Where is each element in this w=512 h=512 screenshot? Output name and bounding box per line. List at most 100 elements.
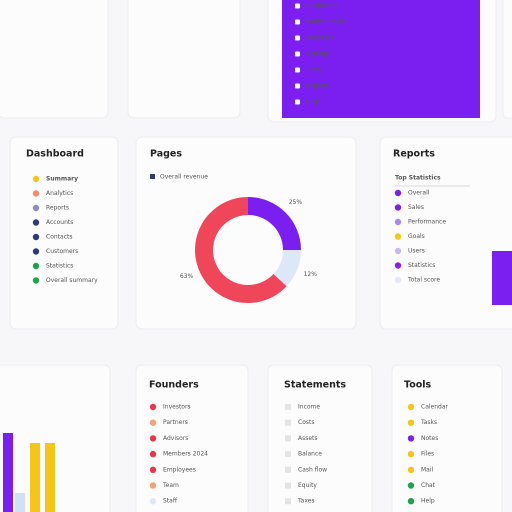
item-dot	[407, 435, 415, 442]
item-dot	[149, 419, 157, 426]
item-label: Overall summary	[46, 277, 98, 284]
side-bar	[492, 251, 512, 305]
item-label: Equity	[298, 482, 317, 489]
item-marker	[285, 404, 291, 410]
item-label: Mail	[421, 466, 434, 473]
item-dot	[32, 219, 40, 226]
item-dot	[149, 403, 157, 411]
card	[0, 364, 111, 512]
menu-icon	[295, 83, 300, 89]
item-dot	[32, 204, 40, 212]
bar	[3, 433, 13, 512]
donut-label: 12%	[304, 271, 318, 278]
item-label: Files	[421, 451, 434, 458]
item-dot	[407, 482, 415, 489]
card-title: Dashboard	[26, 149, 84, 160]
item-label: Help	[421, 498, 435, 505]
item-label: Employees	[163, 466, 196, 473]
item-dot	[32, 277, 40, 284]
donut-segment	[248, 197, 301, 250]
item-label: Chat	[421, 482, 436, 489]
item-label: Balance	[298, 451, 322, 458]
legend-marker	[150, 174, 155, 179]
item-dot	[32, 248, 40, 255]
item-label: Users	[408, 248, 425, 255]
item-label: Partners	[163, 419, 188, 426]
card	[391, 364, 503, 512]
item-dot	[394, 262, 402, 269]
item-label: Costs	[298, 419, 314, 426]
donut-segment	[273, 250, 301, 287]
item-dot	[394, 276, 402, 284]
menu-icon	[295, 67, 300, 73]
item-label: Taxes	[297, 498, 315, 505]
menu-panel	[282, 0, 480, 118]
menu-icon	[295, 19, 300, 25]
card	[127, 0, 241, 119]
item-label: Sales	[408, 204, 424, 211]
item-label: Staff	[163, 498, 178, 505]
item-dot	[32, 262, 40, 270]
menu-item: Help	[306, 99, 320, 106]
item-label: Analytics	[46, 190, 73, 197]
bar	[45, 443, 55, 512]
item-dot	[394, 218, 402, 226]
item-dot	[394, 204, 402, 211]
item-dot	[394, 233, 402, 240]
list-header: Top Statistics	[395, 175, 441, 182]
menu-icon	[295, 51, 300, 57]
card-title: Founders	[149, 380, 199, 391]
item-marker	[285, 419, 291, 426]
item-label: Statistics	[46, 263, 73, 270]
donut-label: 63%	[180, 273, 194, 280]
menu-item: Tools	[305, 67, 321, 74]
item-label: Customers	[46, 248, 78, 255]
item-label: Investors	[163, 404, 191, 411]
card	[135, 364, 249, 512]
item-label: Cash flow	[298, 466, 327, 473]
menu-item: Dashboard	[306, 3, 339, 10]
card	[267, 364, 373, 512]
card-title: Statements	[284, 380, 346, 391]
item-label: Goals	[408, 233, 425, 240]
card-title: Reports	[393, 149, 435, 160]
menu-icon	[295, 35, 300, 41]
item-marker	[285, 466, 291, 473]
card	[135, 136, 357, 330]
donut-segment	[195, 197, 287, 303]
menu-item: Profile details	[306, 19, 347, 26]
card	[502, 0, 512, 119]
bar	[30, 443, 40, 512]
legend-label: Overall revenue	[160, 174, 208, 181]
card-title: Pages	[150, 149, 182, 160]
item-label: Statistics	[408, 262, 435, 269]
card	[379, 136, 512, 330]
item-marker	[285, 498, 291, 505]
item-label: Assets	[298, 435, 318, 442]
item-dot	[407, 419, 415, 426]
item-marker	[285, 435, 291, 442]
item-dot	[394, 189, 402, 197]
menu-item: Settings	[306, 51, 331, 58]
item-marker	[285, 482, 291, 489]
item-label: Tasks	[420, 419, 437, 426]
item-label: Notes	[421, 435, 438, 442]
bar	[15, 493, 25, 512]
item-label: Reports	[46, 205, 69, 212]
item-dot	[407, 466, 415, 473]
donut-label: 25%	[289, 199, 303, 206]
item-dot	[32, 233, 40, 241]
card-title: Tools	[404, 380, 432, 391]
item-dot	[149, 450, 157, 458]
menu-icon	[295, 3, 300, 9]
item-dot	[407, 403, 415, 411]
menu-icon	[295, 99, 300, 105]
item-label: Performance	[408, 219, 446, 226]
item-dot	[32, 175, 40, 183]
item-label: Total score	[407, 277, 440, 284]
item-dot	[407, 498, 415, 505]
item-label: Income	[298, 404, 320, 411]
item-label: Members 2024	[163, 451, 208, 458]
